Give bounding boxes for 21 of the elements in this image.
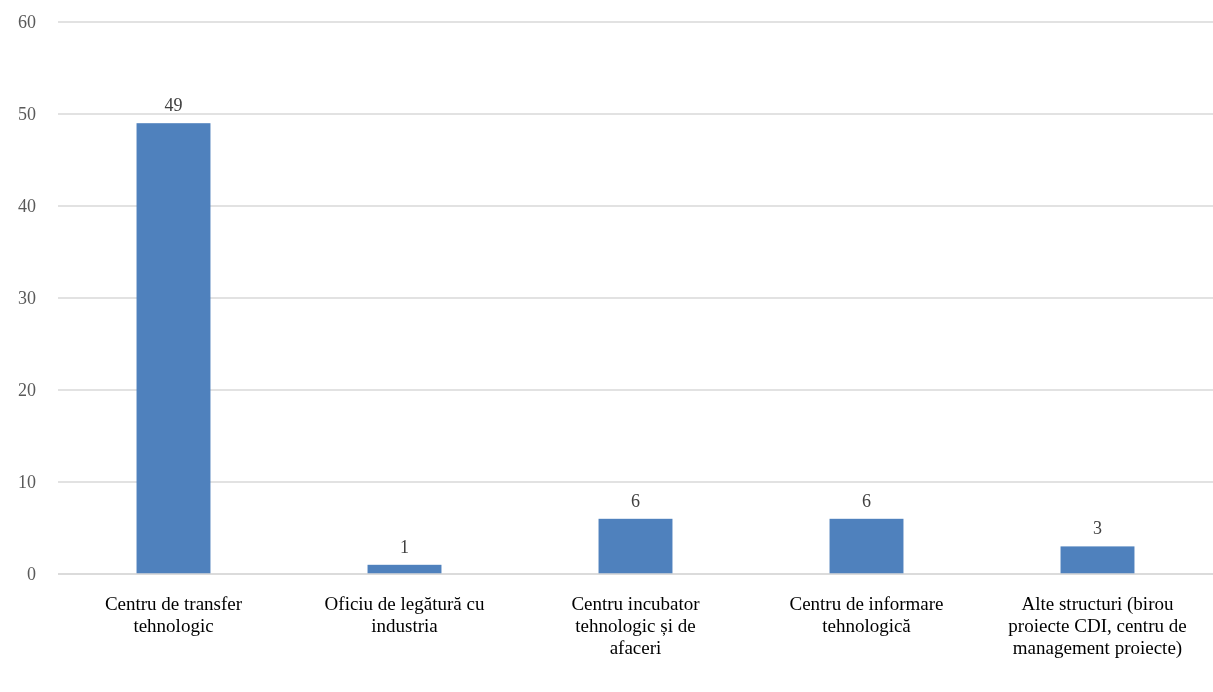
y-tick-label: 30 [18,288,36,309]
y-tick-label: 20 [18,380,36,401]
x-tick-label: Centru de transfer tehnologic [104,593,243,636]
y-tick-label: 50 [18,104,36,125]
y-tick-label: 0 [27,564,36,585]
x-tick-label: Oficiu de legătură cu industria [324,593,485,636]
data-label: 6 [862,490,871,511]
data-label: 6 [631,490,640,511]
data-label: 3 [1093,518,1102,539]
data-label: 49 [164,95,183,116]
x-tick-label: Centru de informare tehnologică [789,593,944,636]
y-tick-label: 10 [18,472,36,493]
bar [598,518,673,574]
y-tick-label: 40 [18,196,36,217]
y-tick-label: 60 [18,12,36,33]
x-tick-label: Centru incubator tehnologic și de afaceri [571,593,701,658]
bar [829,518,904,574]
x-tick-label: Alte structuri (birou proiecte CDI, centru de management proiecte) [1008,593,1187,659]
bar [136,123,211,574]
bar [1060,546,1135,574]
data-label: 1 [400,536,409,557]
